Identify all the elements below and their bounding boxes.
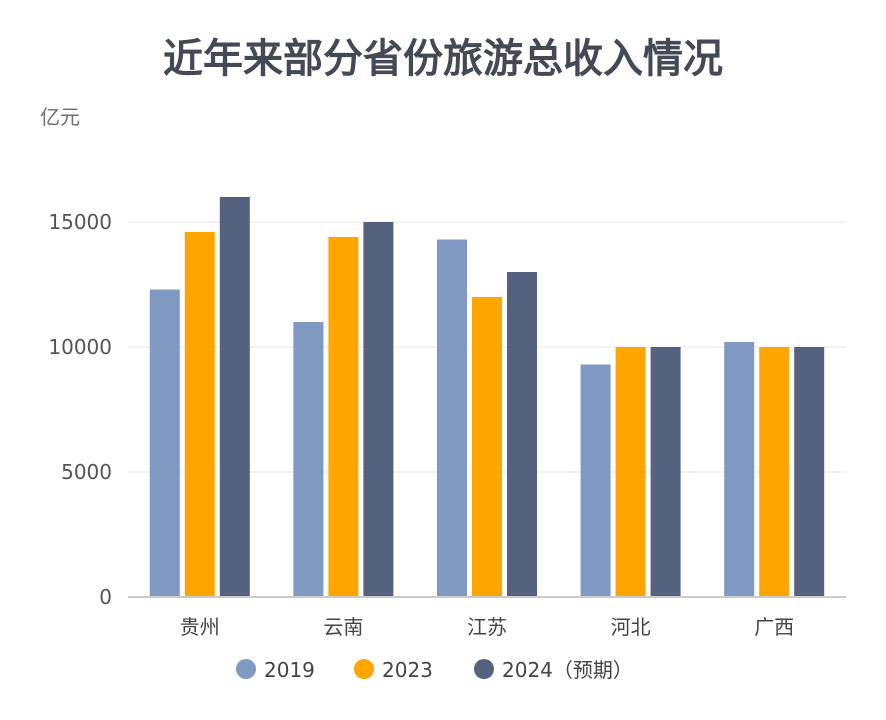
bar-贵州-2019[interactable] bbox=[149, 289, 180, 598]
legend-label[interactable]: 2024（预期） bbox=[502, 658, 633, 682]
legend-marker-2019[interactable] bbox=[236, 659, 256, 679]
x-category-label: 云南 bbox=[323, 615, 363, 639]
bar-广西-2024（预期）[interactable] bbox=[794, 347, 825, 597]
bar-江苏-2023[interactable] bbox=[472, 297, 502, 597]
bar-云南-2023[interactable] bbox=[328, 237, 359, 597]
legend-label[interactable]: 2019 bbox=[264, 658, 315, 682]
chart-title: 近年来部分省份旅游总收入情况 bbox=[163, 36, 723, 82]
bar-河北-2023[interactable] bbox=[615, 347, 646, 597]
legend-marker-2023[interactable] bbox=[354, 659, 374, 679]
y-tick-label: 5000 bbox=[61, 460, 112, 484]
x-category-label: 贵州 bbox=[180, 615, 220, 639]
axes: 0 5000 10000 15000 贵州 云南 江苏 河北 广西 bbox=[48, 210, 846, 639]
bar-云南-2019[interactable] bbox=[293, 322, 324, 597]
legend: 2019 2023 2024（预期） bbox=[236, 658, 633, 682]
bar-河北-2024（预期）[interactable] bbox=[650, 347, 681, 597]
y-tick-label: 15000 bbox=[48, 210, 112, 234]
bar-广西-2023[interactable] bbox=[759, 347, 790, 597]
y-tick-label: 0 bbox=[99, 585, 112, 609]
x-category-label: 河北 bbox=[611, 615, 651, 639]
bar-云南-2024（预期）[interactable] bbox=[363, 222, 394, 597]
y-tick-label: 10000 bbox=[48, 335, 112, 359]
bar-贵州-2024（预期）[interactable] bbox=[219, 197, 250, 597]
y-axis-unit-label: 亿元 bbox=[40, 105, 80, 129]
bar-河北-2019[interactable] bbox=[580, 364, 611, 598]
legend-marker-2024（预期）[interactable] bbox=[474, 659, 494, 679]
x-category-label: 江苏 bbox=[467, 615, 507, 639]
bar-江苏-2024（预期）[interactable] bbox=[507, 272, 537, 597]
bar-江苏-2019[interactable] bbox=[437, 239, 467, 598]
bar-广西-2019[interactable] bbox=[724, 342, 755, 597]
legend-label[interactable]: 2023 bbox=[382, 658, 433, 682]
x-category-label: 广西 bbox=[754, 615, 794, 639]
bars bbox=[149, 197, 825, 598]
bar-贵州-2023[interactable] bbox=[184, 232, 215, 597]
